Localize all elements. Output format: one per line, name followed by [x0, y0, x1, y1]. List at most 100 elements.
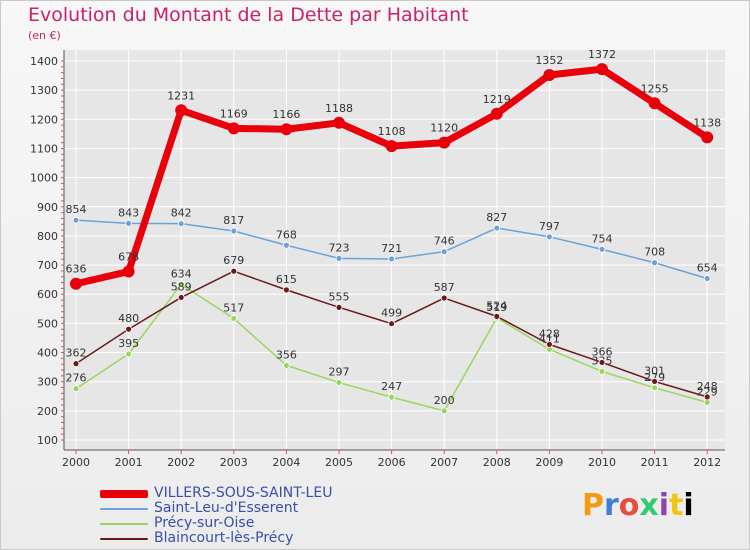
data-point — [703, 275, 711, 282]
logo-letter: i — [683, 488, 694, 523]
data-label: 356 — [276, 348, 297, 361]
data-point — [651, 378, 658, 385]
data-label: 519 — [486, 301, 507, 314]
data-label: 247 — [381, 380, 402, 393]
data-label: 524 — [486, 299, 507, 312]
data-label: 679 — [223, 254, 244, 267]
legend-label: Précy-sur-Oise — [154, 515, 255, 531]
data-label: 678 — [118, 250, 139, 263]
data-label: 1188 — [325, 102, 353, 115]
logo-letter: P — [582, 488, 604, 523]
x-tick-label: 2000 — [62, 456, 90, 469]
data-label: 366 — [592, 345, 613, 358]
x-tick-label: 2011 — [641, 456, 669, 469]
x-tick-label: 2010 — [588, 456, 616, 469]
data-point — [125, 219, 133, 227]
data-point — [282, 286, 290, 294]
data-point — [388, 320, 396, 328]
legend-item: Saint-Leu-d'Esserent — [100, 501, 332, 516]
data-point — [72, 360, 80, 368]
data-point — [282, 241, 290, 249]
legend-label: VILLERS-SOUS-SAINT-LEU — [154, 485, 333, 501]
data-label: 842 — [171, 207, 192, 220]
data-label: 1255 — [641, 82, 669, 95]
data-point — [440, 407, 448, 415]
data-point — [388, 255, 396, 263]
data-label: 754 — [592, 232, 613, 245]
data-point — [335, 303, 343, 311]
data-point — [227, 122, 240, 135]
data-point — [490, 107, 503, 120]
series-0: 636 678 1231 1169 1166 1188 1108 1120 1219 1352 13… — [66, 48, 721, 290]
data-label: 499 — [381, 307, 402, 320]
data-point — [72, 385, 80, 393]
data-point — [598, 368, 606, 375]
data-point — [440, 294, 448, 302]
y-tick-label: 1000 — [30, 172, 58, 185]
y-tick-label: 300 — [37, 376, 58, 389]
data-label: 843 — [118, 206, 139, 219]
legend-item: Précy-sur-Oise — [100, 516, 332, 531]
data-label: 768 — [276, 228, 297, 241]
legend-label: Saint-Leu-d'Esserent — [154, 500, 299, 516]
series-3: 362 480 589 679 615 555 499 587 524 428 366 301 248 — [66, 254, 718, 401]
y-tick-label: 900 — [37, 201, 58, 214]
y-tick-label: 1200 — [30, 113, 58, 126]
plot-area — [64, 50, 725, 450]
data-point — [282, 361, 290, 369]
data-point — [651, 384, 658, 392]
data-point — [122, 265, 135, 278]
chart-title: Evolution du Montant de la Dette par Hab… — [28, 4, 469, 26]
y-tick-label: 200 — [37, 405, 58, 418]
data-label: 1120 — [430, 122, 458, 135]
data-label: 362 — [66, 347, 87, 360]
data-label: 797 — [539, 220, 560, 233]
data-label: 1219 — [483, 93, 511, 106]
y-tick-label: 800 — [37, 230, 58, 243]
y-tick-label: 1400 — [30, 55, 58, 68]
chart-unit-label: (en €) — [28, 29, 61, 42]
data-label: 587 — [434, 281, 455, 294]
y-tick-label: 1300 — [30, 84, 58, 97]
legend-swatch — [100, 537, 148, 540]
data-point — [72, 216, 80, 224]
data-point — [546, 340, 553, 348]
data-label: 817 — [223, 214, 244, 227]
data-label: 827 — [486, 211, 507, 224]
data-label: 248 — [697, 380, 718, 393]
data-label: 200 — [434, 394, 455, 407]
data-point — [230, 227, 238, 235]
x-tick-label: 2007 — [430, 456, 458, 469]
data-point — [651, 259, 658, 267]
data-point — [333, 116, 345, 129]
data-point — [440, 248, 448, 256]
data-label: 428 — [539, 327, 560, 340]
logo-letter: x — [639, 488, 659, 523]
data-point — [493, 312, 501, 320]
data-label: 721 — [381, 242, 402, 255]
data-point — [175, 104, 188, 117]
legend-label: Blaincourt-lès-Précy — [154, 530, 294, 546]
legend-swatch — [100, 507, 148, 510]
data-label: 654 — [697, 261, 718, 274]
data-point — [703, 393, 711, 401]
series-1: 854 843 842 817 768 723 721 746 827 797 754 708 654 — [66, 203, 718, 282]
x-tick-label: 2004 — [272, 456, 300, 469]
legend-swatch — [100, 522, 148, 525]
data-label: 301 — [644, 364, 665, 377]
data-label: 279 — [644, 371, 665, 384]
x-tick-label: 2006 — [378, 456, 406, 469]
y-tick-label: 1100 — [30, 142, 58, 155]
logo-letter: t — [669, 488, 684, 523]
y-tick-label: 600 — [37, 288, 58, 301]
data-label: 589 — [171, 280, 192, 293]
y-tick-label: 700 — [37, 259, 58, 272]
x-tick-label: 2002 — [167, 456, 195, 469]
data-label: 1372 — [588, 48, 616, 61]
x-tick-label: 2005 — [325, 456, 353, 469]
data-point — [177, 220, 185, 228]
legend-item: VILLERS-SOUS-SAINT-LEU — [100, 486, 332, 501]
data-label: 746 — [434, 235, 455, 248]
data-label: 297 — [329, 366, 350, 379]
